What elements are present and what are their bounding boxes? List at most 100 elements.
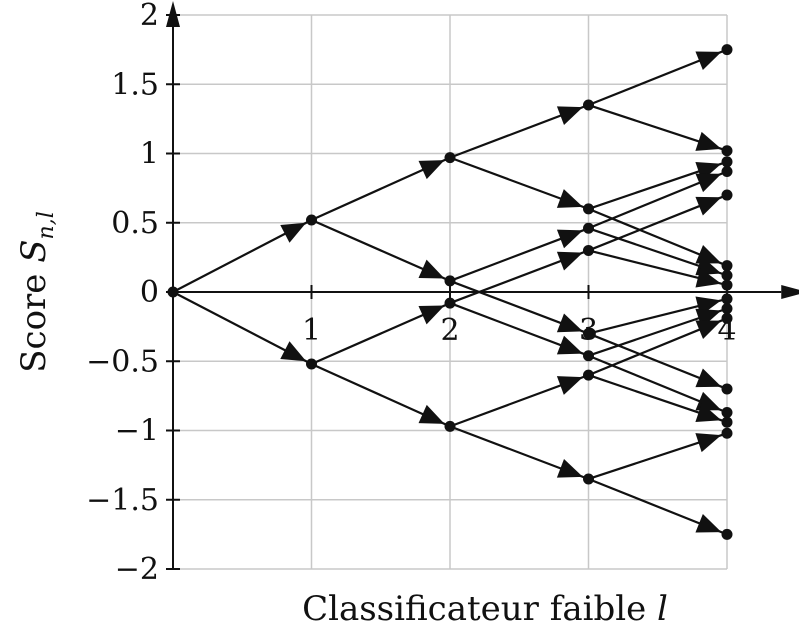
y-tick-label: 2: [140, 0, 159, 33]
edge-arrow: [418, 259, 445, 279]
edge: [449, 302, 589, 357]
edge: [588, 194, 728, 252]
data-point: [721, 269, 733, 281]
y-tick-label: −1: [115, 414, 159, 449]
edge: [311, 302, 451, 366]
edge-arrow: [695, 131, 722, 151]
edge-arrow: [695, 403, 722, 423]
data-point: [721, 303, 733, 315]
edge: [588, 48, 728, 107]
data-point: [583, 369, 594, 381]
data-point: [721, 189, 733, 201]
edge: [311, 156, 451, 221]
data-point: [583, 350, 594, 362]
y-axis-title: Score Sn,l: [14, 211, 59, 373]
x-axis-arrow: [781, 285, 799, 299]
tick-labels: 1 2 3 4 −2 −1.5 −1 −0.5 0 0.5 1 1.5 2: [86, 0, 736, 587]
y-tick-label: −0.5: [86, 344, 159, 379]
edge-arrow: [695, 173, 722, 193]
y-tick-label: 1: [140, 137, 159, 172]
y-tick-label: 0.5: [111, 206, 159, 241]
edge: [449, 156, 589, 210]
edge: [588, 249, 728, 288]
data-point: [306, 214, 317, 226]
data-point: [167, 286, 179, 298]
edge: [588, 432, 728, 481]
edge: [588, 170, 728, 230]
y-tick-label: −1.5: [86, 483, 159, 518]
y-tick-label: −2: [115, 552, 159, 587]
edge-arrow: [280, 341, 307, 362]
edge: [588, 103, 728, 152]
data-point: [583, 99, 594, 111]
data-point: [721, 279, 733, 291]
data-point: [444, 420, 456, 432]
edge: [588, 477, 728, 536]
data-point: [721, 156, 733, 168]
data-point: [721, 145, 733, 157]
data-point: [721, 260, 733, 272]
edge: [311, 218, 451, 282]
edge: [449, 279, 589, 335]
edge-arrow: [556, 458, 583, 478]
y-tick-label: 0: [140, 275, 159, 310]
data-point: [444, 152, 456, 164]
edge: [588, 374, 728, 424]
edge-arrow: [695, 391, 722, 411]
edge: [588, 207, 728, 267]
data-point: [721, 427, 733, 439]
data-point: [721, 528, 733, 540]
data-point: [306, 358, 317, 370]
edge: [449, 425, 589, 481]
data-point: [721, 383, 733, 395]
edge: [449, 227, 589, 282]
data-point: [583, 222, 594, 234]
x-tick-label: 4: [717, 313, 736, 348]
data-point: [721, 44, 733, 56]
edge: [449, 103, 589, 159]
data-point: [444, 275, 456, 287]
data-point: [721, 166, 733, 178]
edge-arrow: [418, 404, 445, 424]
data-point: [721, 312, 733, 324]
x-tick-label: 3: [579, 313, 598, 348]
edge-arrow: [556, 335, 583, 355]
edge: [449, 249, 589, 305]
edge-arrow: [695, 433, 722, 453]
edge: [172, 291, 313, 365]
edge: [588, 332, 728, 390]
edge-arrow: [556, 229, 583, 249]
data-point: [444, 297, 456, 309]
data-point: [721, 406, 733, 418]
data-point: [583, 473, 594, 485]
edge-arrow: [695, 320, 722, 339]
edge-arrow: [695, 196, 722, 216]
edge-arrow: [695, 51, 722, 71]
edge-arrow: [556, 251, 583, 271]
data-point: [583, 328, 594, 340]
data-point: [583, 244, 594, 256]
edge-arrow: [695, 368, 722, 388]
edge-arrow: [695, 513, 722, 533]
data-point: [721, 293, 733, 305]
data-point: [583, 203, 594, 215]
edge-arrow: [556, 376, 583, 395]
data-point: [721, 416, 733, 428]
x-tick-label: 1: [302, 313, 321, 348]
edge-arrow: [418, 160, 445, 180]
y-tick-label: 1.5: [111, 67, 159, 102]
edge: [172, 219, 313, 293]
nodes: [167, 44, 733, 540]
edge-arrow: [280, 222, 307, 243]
edge: [311, 363, 451, 428]
edge-arrow: [556, 189, 583, 208]
edge-arrow: [695, 245, 722, 264]
edge: [449, 374, 589, 428]
edge-arrow: [556, 106, 583, 126]
x-axis-title: Classificateur faible l: [302, 589, 668, 629]
x-tick-label: 2: [440, 313, 459, 348]
edge-arrow: [418, 305, 445, 325]
edge-arrow: [695, 268, 722, 288]
edges: [172, 48, 728, 536]
